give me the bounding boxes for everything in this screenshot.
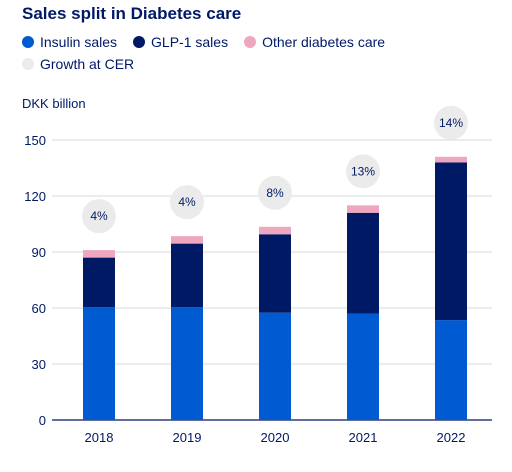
bar-segment-2019-insulin [171, 307, 203, 420]
bar-segment-2022-insulin [435, 320, 467, 420]
x-tick-label-2019: 2019 [173, 430, 202, 445]
y-tick-label-0: 0 [39, 413, 46, 428]
legend-swatch-other [244, 36, 257, 48]
bar-segment-2018-glp1 [83, 257, 115, 308]
legend-swatch-glp1 [133, 36, 146, 48]
legend-item-other: Other diabetes care [244, 34, 385, 50]
y-tick-label-90: 90 [32, 245, 46, 260]
y-tick-label-60: 60 [32, 301, 46, 316]
legend-label-growth: Growth at CER [40, 56, 135, 72]
bar-segment-2018-insulin [83, 307, 115, 420]
growth-label-2020: 8% [266, 186, 284, 200]
x-tick-label-2020: 2020 [261, 430, 290, 445]
growth-bubble-2018 [82, 199, 116, 234]
bar-segment-2022-other [435, 156, 467, 163]
bar-segment-2021-insulin [347, 313, 379, 420]
bar-segment-2018-other [83, 250, 115, 258]
legend: Insulin sales GLP-1 sales Other diabetes… [22, 32, 502, 76]
y-tick-label-120: 120 [24, 189, 46, 204]
x-tick-label-2018: 2018 [85, 430, 114, 445]
bar-segment-2021-glp1 [347, 212, 379, 314]
y-axis-unit-label: DKK billion [22, 96, 86, 111]
legend-swatch-insulin [22, 36, 34, 48]
growth-label-2018: 4% [90, 209, 108, 223]
bar-segment-2020-glp1 [259, 234, 291, 313]
growth-bubble-2021 [346, 154, 380, 189]
growth-bubble-2022 [434, 105, 468, 140]
legend-label-other: Other diabetes care [262, 34, 386, 50]
growth-bubble-2020 [258, 175, 292, 210]
y-tick-label-150: 150 [24, 133, 46, 148]
bar-segment-2021-other [347, 205, 379, 213]
legend-item-glp1: GLP-1 sales [133, 34, 228, 50]
bar-segment-2019-glp1 [171, 243, 203, 308]
bar-segment-2022-glp1 [435, 162, 467, 321]
growth-label-2021: 13% [351, 164, 375, 178]
legend-swatch-growth [22, 58, 34, 70]
bar-segment-2019-other [171, 236, 203, 244]
growth-bubble-2019 [170, 185, 204, 220]
chart-title: Sales split in Diabetes care [22, 4, 242, 23]
growth-label-2019: 4% [178, 195, 196, 209]
bar-segment-2020-other [259, 226, 291, 235]
legend-item-insulin: Insulin sales [22, 34, 117, 50]
growth-label-2022: 14% [439, 116, 463, 130]
bar-segment-2020-insulin [259, 312, 291, 420]
legend-label-insulin: Insulin sales [40, 34, 118, 50]
legend-item-growth: Growth at CER [22, 56, 134, 72]
y-tick-label-30: 30 [32, 357, 46, 372]
x-tick-label-2021: 2021 [349, 430, 378, 445]
legend-label-glp1: GLP-1 sales [151, 34, 229, 50]
x-tick-label-2022: 2022 [437, 430, 466, 445]
